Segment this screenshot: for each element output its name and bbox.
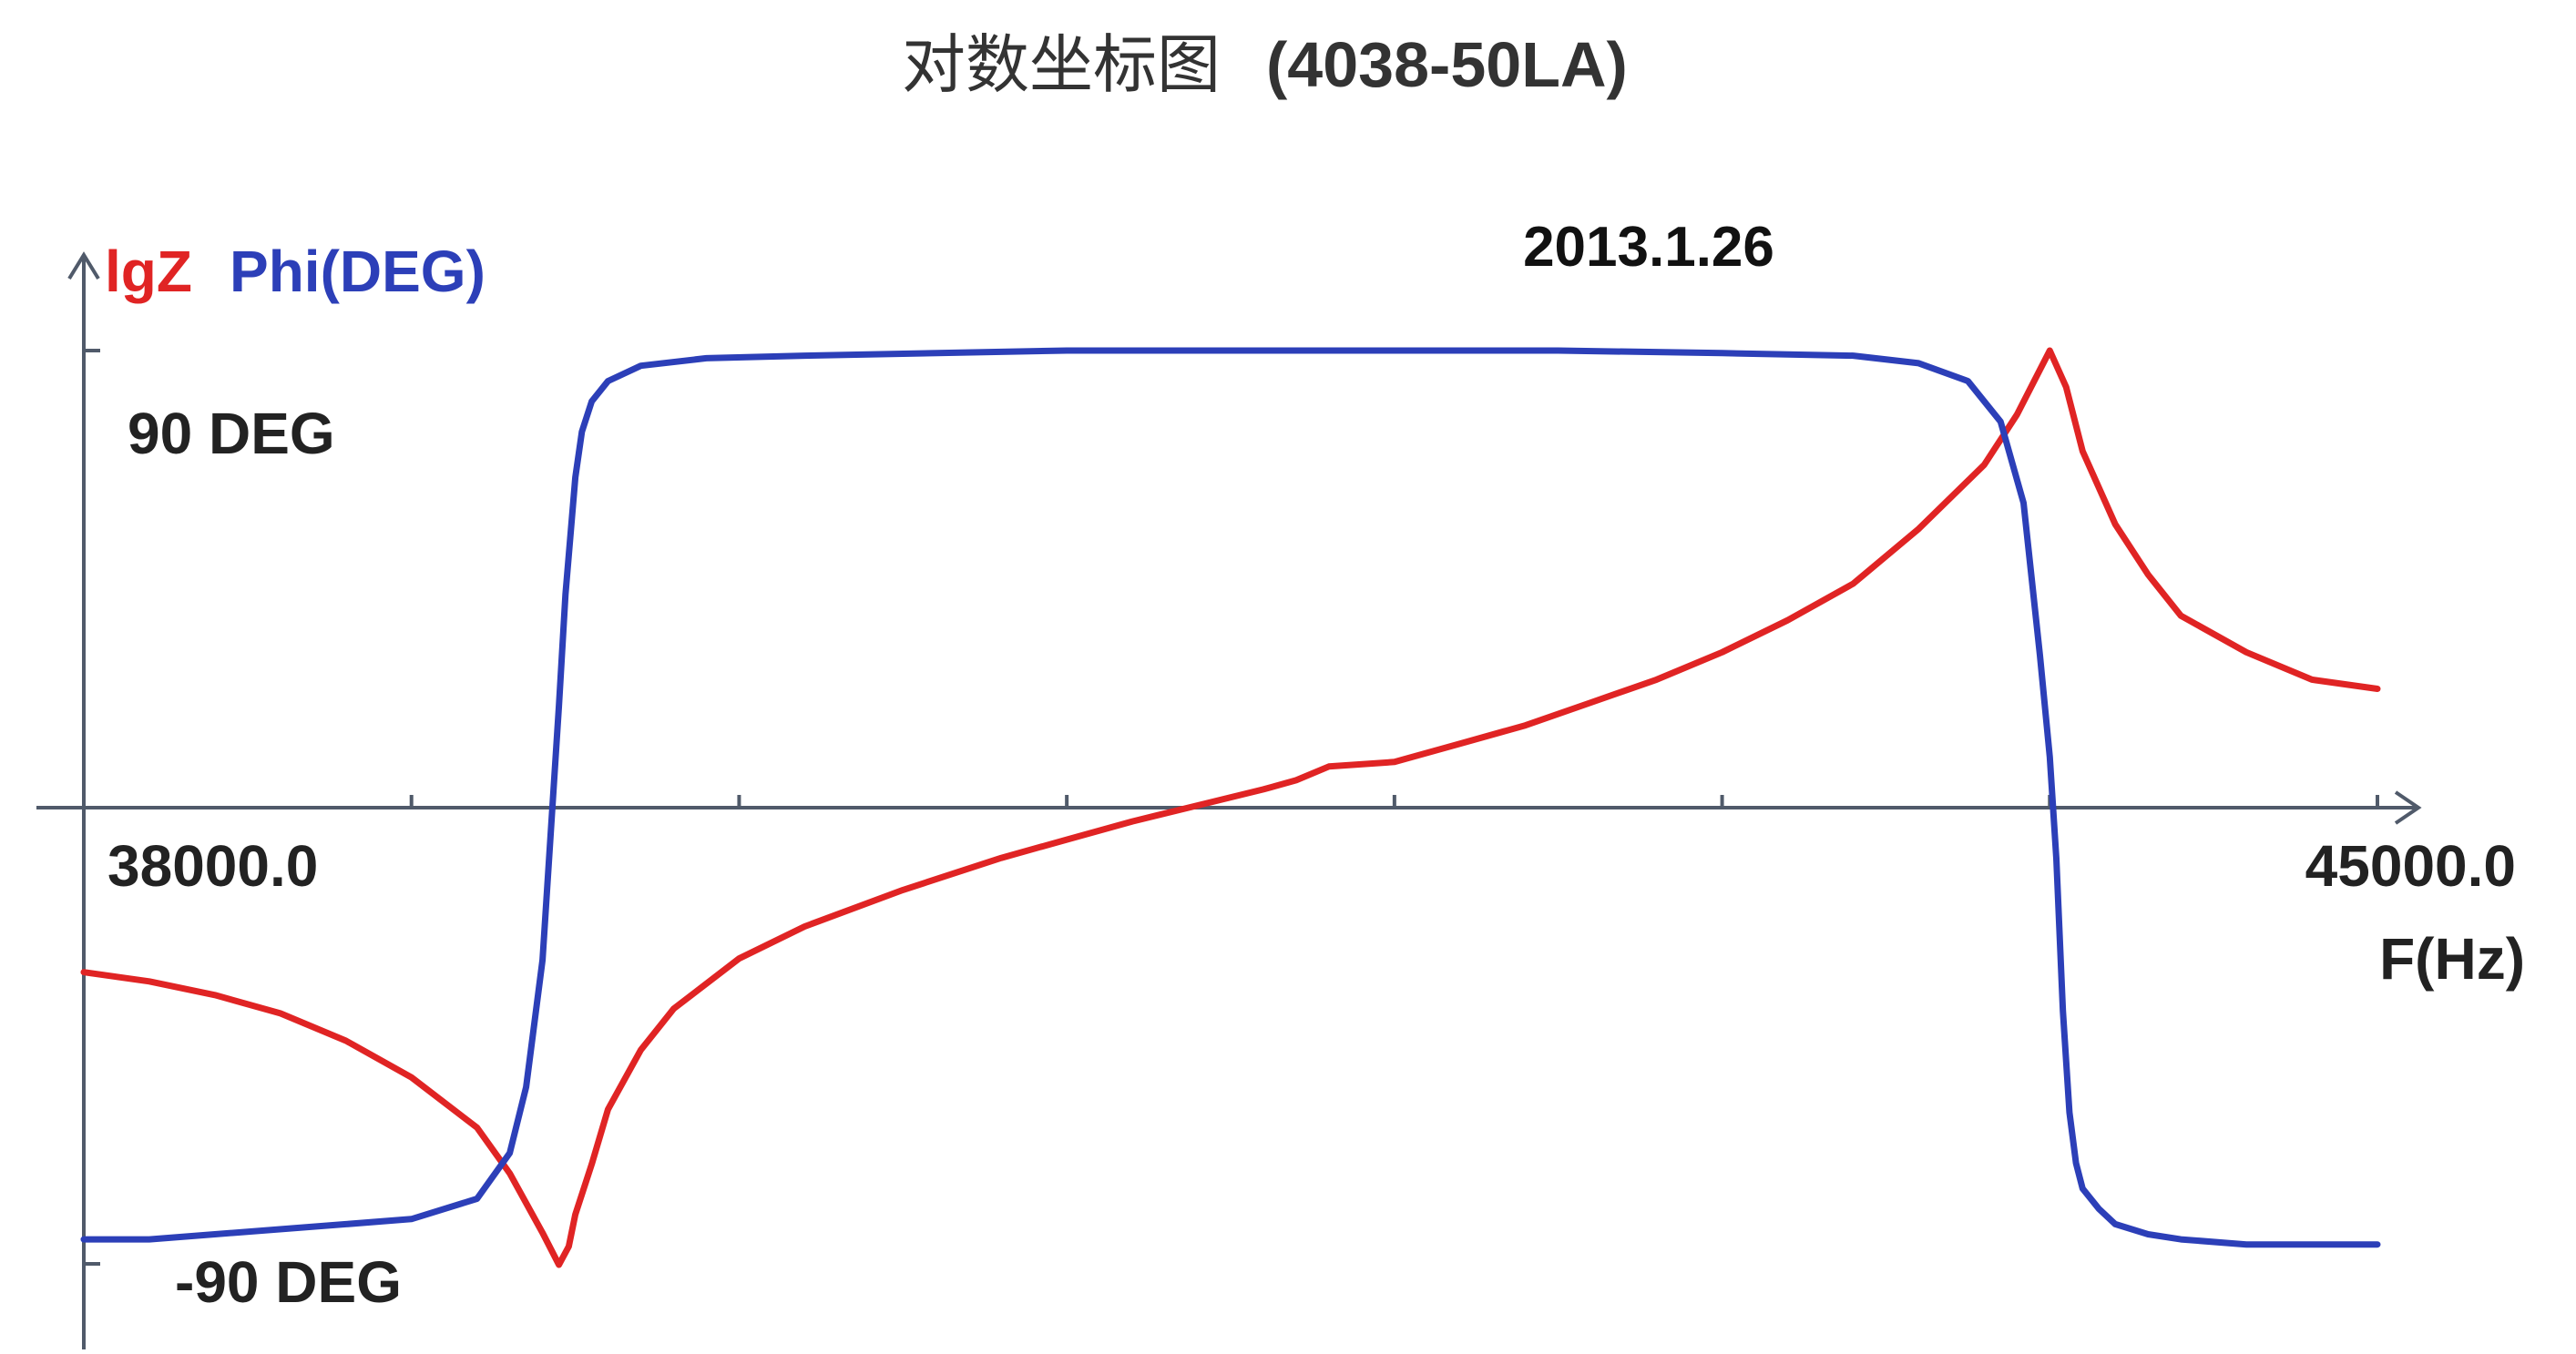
chart-subtitle: (4038-50LA) xyxy=(1266,29,1628,100)
axes xyxy=(36,251,2422,1349)
series-line-lgz xyxy=(80,347,2381,1268)
x-axis-ticks xyxy=(409,795,2379,808)
series-line-phi-deg- xyxy=(80,347,2381,1248)
x-max-label: 45000.0 xyxy=(2305,833,2516,899)
phase-top-label: 90 DEG xyxy=(128,401,335,466)
y-axis-label-phase: Phi(DEG) xyxy=(230,239,486,304)
chart-date: 2013.1.26 xyxy=(1523,216,1774,279)
phase-bottom-label: -90 DEG xyxy=(175,1249,402,1315)
x-min-label: 38000.0 xyxy=(107,833,318,899)
series-layer xyxy=(80,347,2381,1268)
y-axis-label-lgz: lgZ xyxy=(105,239,192,304)
x-axis-label: F(Hz) xyxy=(2379,926,2525,992)
y-axis-arrow xyxy=(67,251,100,280)
x-axis-arrow xyxy=(2394,790,2422,825)
chart-title: 对数坐标图 xyxy=(902,29,1221,100)
